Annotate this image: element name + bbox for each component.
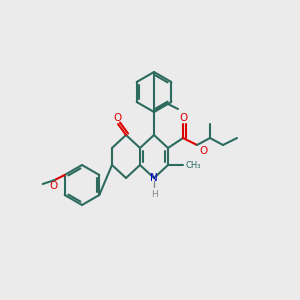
Text: CH₃: CH₃ (185, 160, 200, 169)
Text: O: O (50, 181, 58, 191)
Text: H: H (151, 190, 158, 199)
Text: N: N (150, 173, 158, 183)
Text: O: O (113, 113, 121, 123)
Text: O: O (180, 113, 188, 123)
Text: O: O (199, 146, 207, 156)
